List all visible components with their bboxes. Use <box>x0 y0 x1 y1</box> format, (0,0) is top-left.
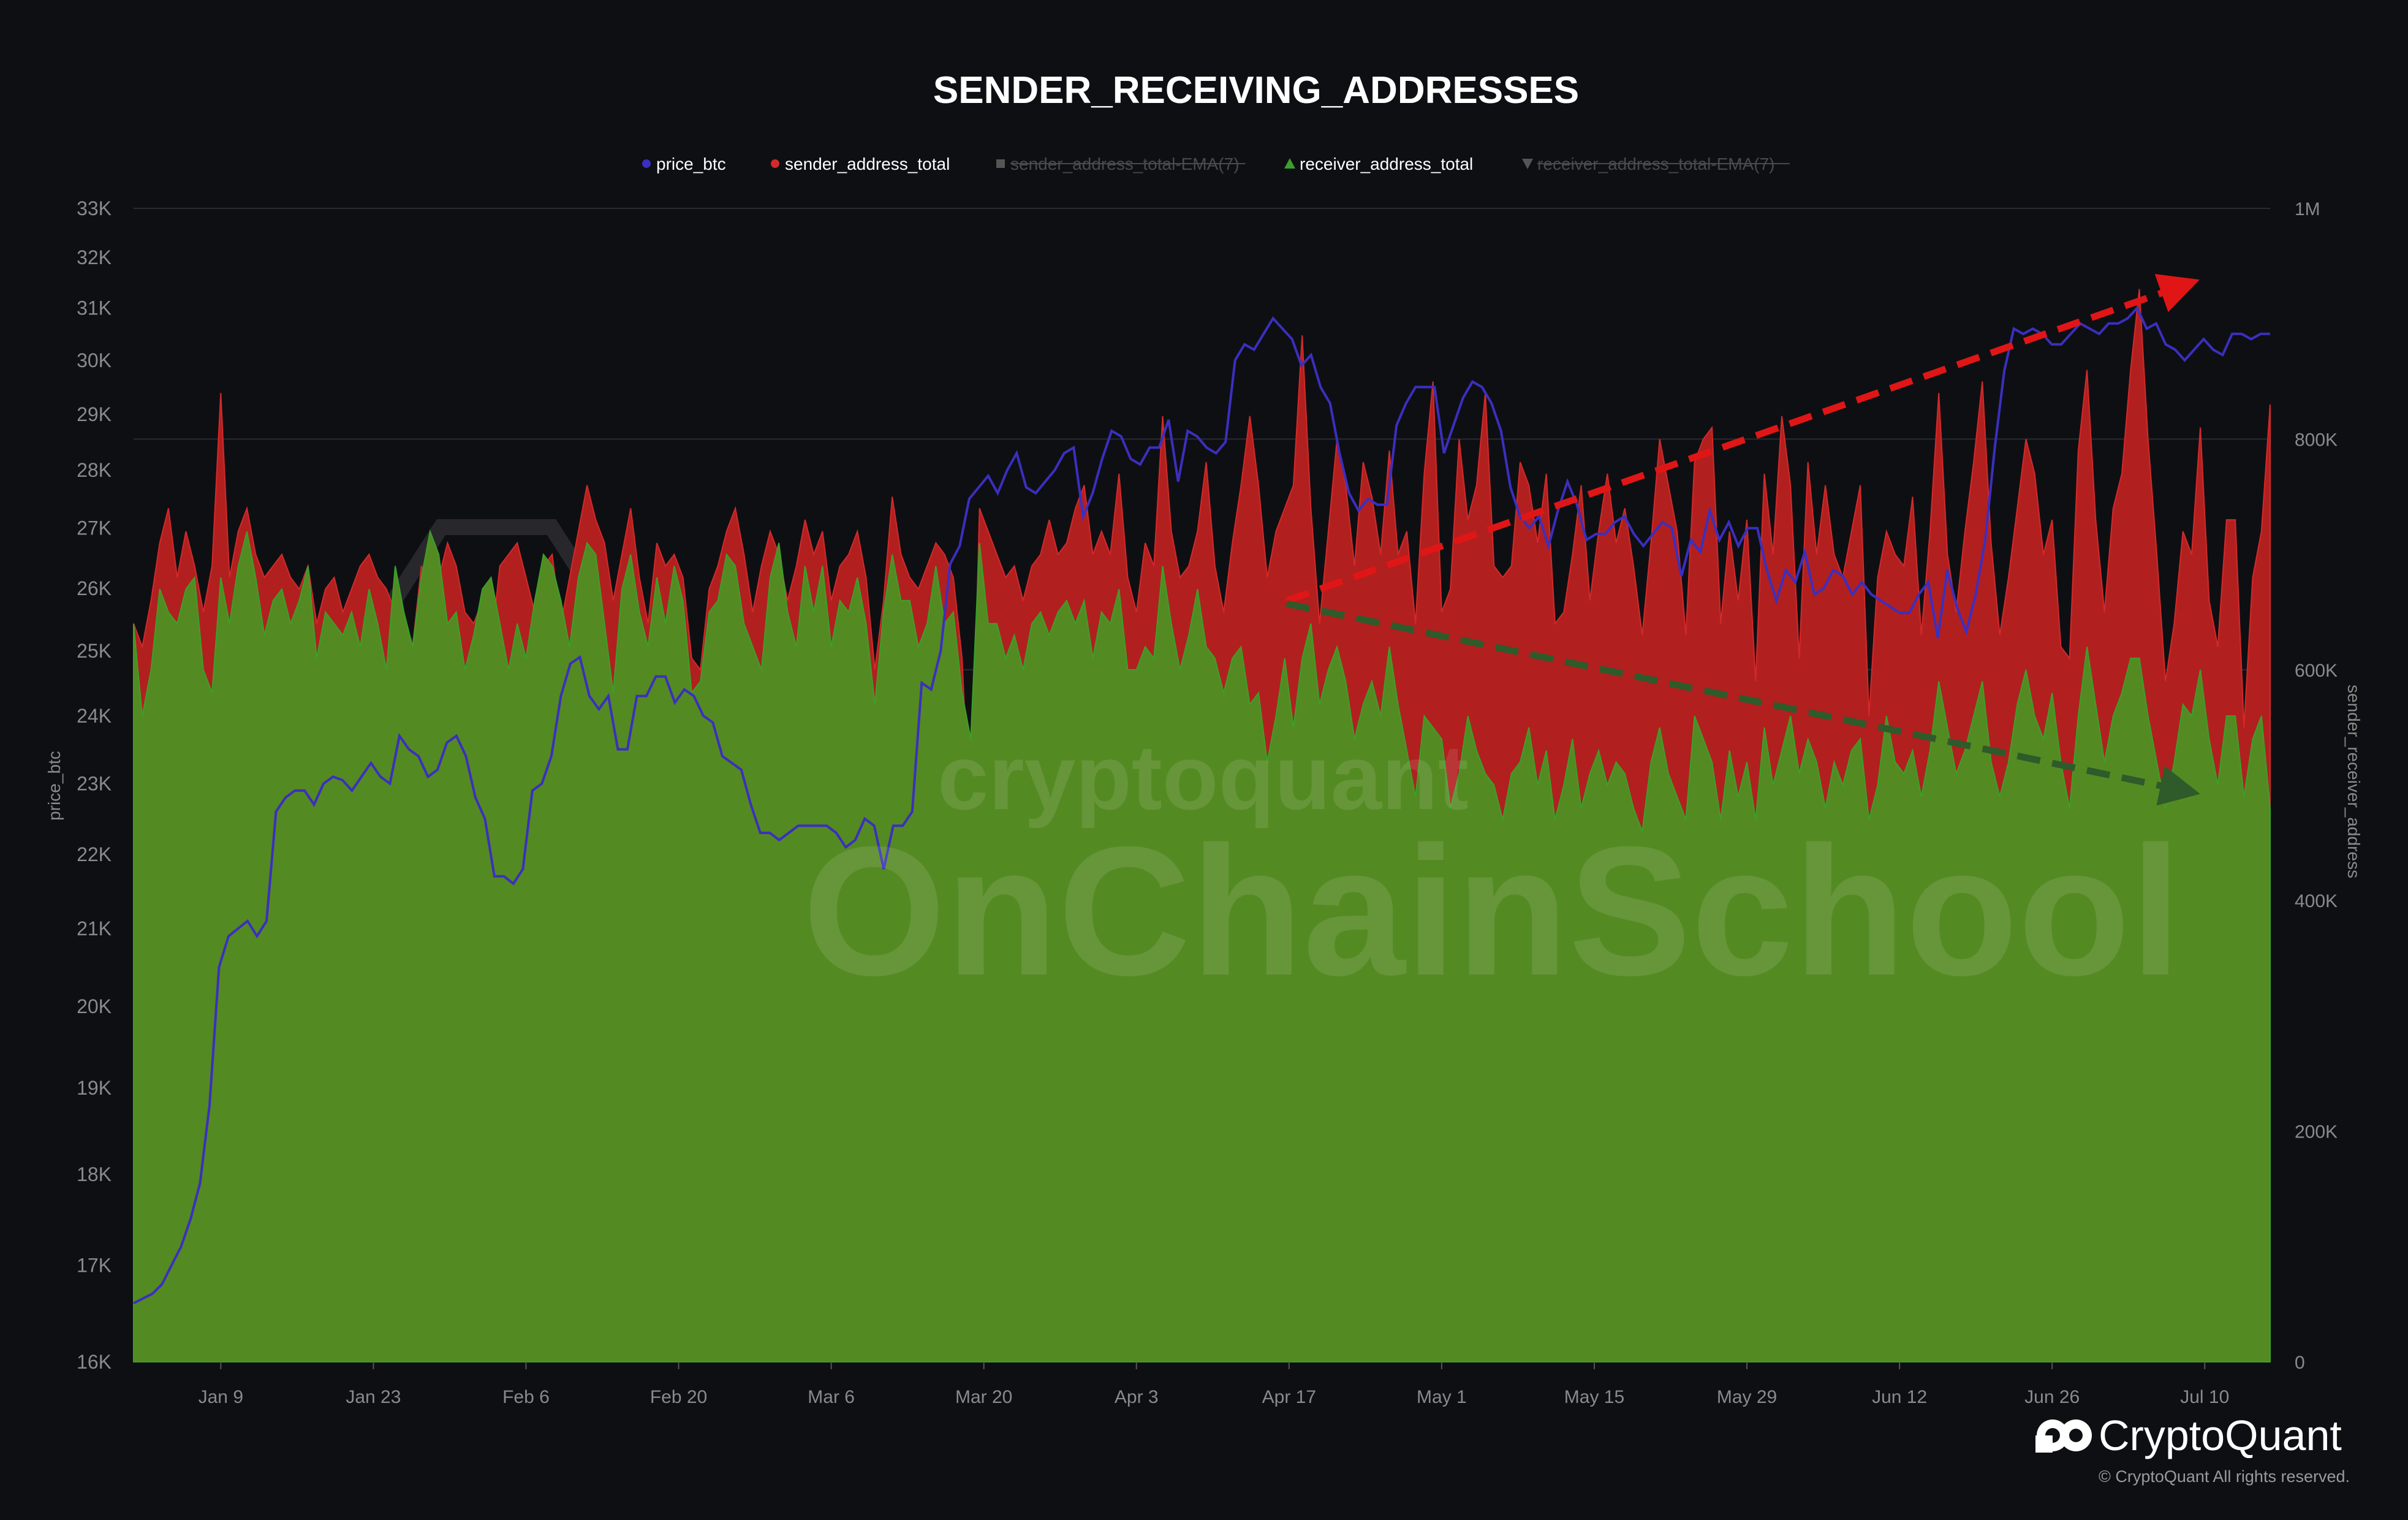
price-btc-line <box>133 305 2270 1305</box>
y-right-axis: 0 200K 400K 600K 800K 1M <box>2295 199 2338 1373</box>
svg-text:OnChainSchool: OnChainSchool <box>803 808 2181 1014</box>
y-left-tick-12: 28K <box>77 459 112 481</box>
y-left-tick-5: 21K <box>77 918 112 940</box>
x-tick-12: Jun 26 <box>2024 1387 2080 1407</box>
y-left-tick-4: 20K <box>77 995 112 1017</box>
y-right-tick-0: 0 <box>2295 1353 2305 1373</box>
y-left-axis-label: price_btc <box>45 751 64 821</box>
legend-item-3[interactable]: receiver_address_total <box>1284 154 1473 173</box>
legend-item-1[interactable]: sender_address_total <box>771 154 950 173</box>
x-tick-0: Jan 9 <box>199 1387 243 1407</box>
receiver-address-area <box>133 529 2271 1362</box>
x-tick-10: May 29 <box>1717 1387 1777 1407</box>
y-left-tick-15: 31K <box>77 297 112 319</box>
svg-text:cryptoquant: cryptoquant <box>937 726 1469 829</box>
chart-title: SENDER_RECEIVING_ADDRESSES <box>933 69 1579 112</box>
y-right-axis-label: sender_receiver_address <box>2344 685 2363 878</box>
legend-item-2[interactable]: sender_address_total-EMA(7) <box>996 154 1246 173</box>
legend: price_btc sender_address_total sender_addr… <box>642 154 1790 173</box>
y-left-tick-14: 30K <box>77 349 112 371</box>
legend-item-0[interactable]: price_btc <box>642 154 726 173</box>
legend-marker-3 <box>1284 158 1295 169</box>
y-right-tick-5: 1M <box>2295 199 2320 219</box>
brand-name: CryptoQuant <box>2099 1412 2342 1459</box>
legend-marker-4 <box>1522 159 1533 169</box>
x-tick-6: Apr 3 <box>1115 1387 1159 1407</box>
y-left-tick-11: 27K <box>77 517 112 539</box>
y-right-tick-1: 200K <box>2295 1122 2338 1142</box>
receiver-trend-arrow <box>1285 600 2200 806</box>
x-axis: Jan 9 Jan 23 Feb 6 Feb 20 Mar 6 Mar 20 Apr 3 Ap… <box>199 1362 2229 1407</box>
x-tick-7: Apr 17 <box>1262 1387 1316 1407</box>
y-right-tick-3: 600K <box>2295 661 2338 681</box>
legend-marker-2 <box>996 159 1005 168</box>
y-left-tick-10: 26K <box>77 577 112 599</box>
y-left-tick-6: 22K <box>77 843 112 865</box>
y-left-tick-13: 29K <box>77 403 112 425</box>
x-tick-9: May 15 <box>1564 1387 1624 1407</box>
legend-label-1: sender_address_total <box>785 154 950 173</box>
y-left-tick-9: 25K <box>77 640 112 662</box>
receiver-address-total-area <box>133 529 2271 1362</box>
y-left-tick-1: 17K <box>77 1254 112 1276</box>
x-tick-2: Feb 6 <box>502 1387 550 1407</box>
y-left-axis: 16K 17K 18K 19K 20K 21K 22K 23K 24K 25K 26K 27K 28K 2… <box>77 197 112 1373</box>
x-tick-13: Jul 10 <box>2180 1387 2229 1407</box>
legend-item-4[interactable]: receiver_address_total-EMA(7) <box>1522 154 1790 173</box>
y-left-tick-17: 33K <box>77 197 112 219</box>
sender-trend-arrow <box>1285 274 2200 604</box>
legend-label-0: price_btc <box>656 154 726 173</box>
y-left-tick-3: 19K <box>77 1077 112 1099</box>
x-tick-8: May 1 <box>1417 1387 1467 1407</box>
legend-label-3: receiver_address_total <box>1300 154 1473 173</box>
y-left-tick-2: 18K <box>77 1163 112 1185</box>
y-right-tick-4: 800K <box>2295 430 2338 450</box>
x-tick-3: Feb 20 <box>650 1387 707 1407</box>
y-left-tick-7: 23K <box>77 773 112 795</box>
cryptoquant-logo <box>2035 1419 2092 1453</box>
x-tick-4: Mar 6 <box>808 1387 855 1407</box>
y-left-tick-8: 24K <box>77 705 112 727</box>
legend-marker-1 <box>771 159 779 168</box>
y-right-tick-2: 400K <box>2295 891 2338 911</box>
watermark-text: cryptoquant OnChainSchool <box>803 726 2181 1014</box>
price-btc-path <box>133 305 2270 1305</box>
x-tick-5: Mar 20 <box>955 1387 1012 1407</box>
x-tick-11: Jun 12 <box>1872 1387 1927 1407</box>
legend-marker-0 <box>642 159 651 168</box>
y-left-tick-16: 32K <box>77 246 112 268</box>
copyright: © CryptoQuant All rights reserved. <box>2099 1467 2350 1486</box>
x-tick-1: Jan 23 <box>346 1387 401 1407</box>
y-left-tick-0: 16K <box>77 1351 112 1373</box>
